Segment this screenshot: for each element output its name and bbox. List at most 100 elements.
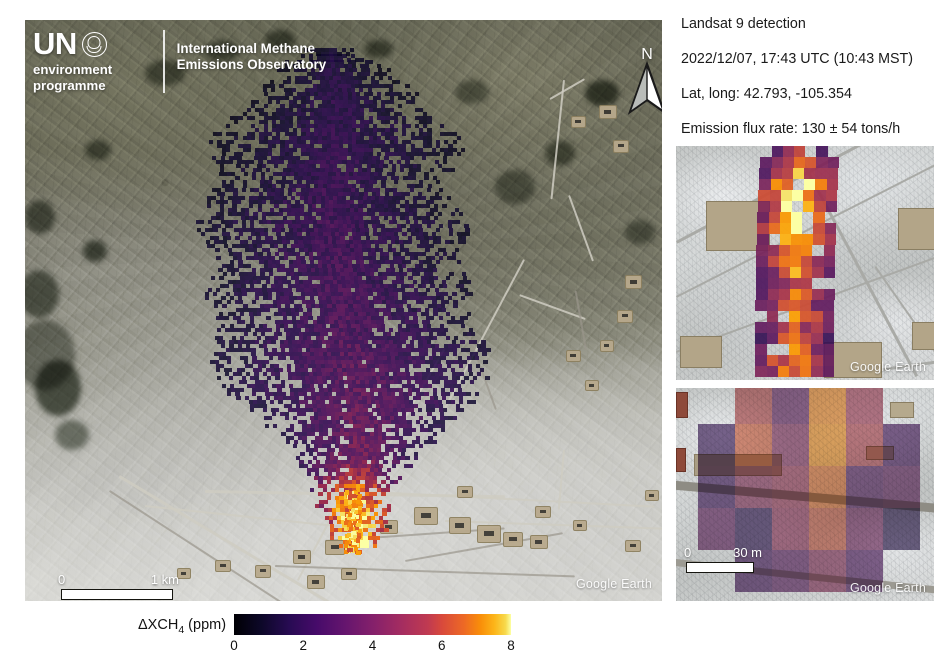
plume-pixel [225, 132, 230, 137]
plume-pixel [432, 176, 437, 181]
plume-pixel [272, 260, 277, 265]
plume-pixel [350, 456, 355, 461]
plume-pixel [235, 300, 240, 305]
plume-pixel [398, 476, 403, 481]
plume-pixel [393, 188, 398, 193]
plume-pixel [376, 528, 381, 533]
plume-pixel [378, 172, 383, 177]
plume-pixel [424, 240, 429, 245]
grid-cell [698, 424, 735, 466]
well-pad [341, 568, 357, 580]
plume-pixel [375, 244, 380, 249]
plume-pixel [386, 268, 391, 273]
plume-pixel [336, 332, 341, 337]
plume-pixel [370, 312, 375, 317]
plume-pixel [288, 188, 293, 193]
plume-pixel [408, 164, 413, 169]
plume-pixel [270, 284, 275, 289]
plume-pixel [365, 176, 370, 181]
plume-pixel [398, 448, 403, 453]
plume-pixel [363, 536, 368, 541]
plume-pixel [284, 92, 289, 97]
plume-pixel [225, 148, 230, 153]
plume-pixel [206, 240, 211, 245]
plume-pixel [364, 496, 369, 501]
plume-pixel [336, 420, 341, 425]
plume-pixel [386, 508, 391, 513]
plume-pixel [240, 336, 245, 341]
plume-pixel [410, 184, 415, 189]
plume-pixel [394, 420, 399, 425]
plume-pixel [295, 204, 300, 209]
plume-pixel [319, 172, 324, 177]
plume-pixel [455, 404, 460, 409]
plume-pixel [446, 364, 451, 369]
plume-pixel [207, 204, 212, 209]
plume-pixel [250, 324, 255, 329]
plume-pixel [356, 384, 361, 389]
plume-pixel [333, 244, 338, 249]
plume-pixel [307, 276, 312, 281]
plume-pixel [342, 344, 347, 349]
plume-pixel [304, 220, 309, 225]
plume-pixel [327, 348, 332, 353]
plume-pixel [387, 332, 392, 337]
plume-pixel [294, 172, 299, 177]
plume-pixel [273, 240, 278, 245]
plume-pixel [428, 424, 433, 429]
plume-pixel [331, 436, 336, 441]
plume-pixel [320, 396, 325, 401]
plume-pixel [277, 68, 282, 73]
plume-pixel [257, 204, 262, 209]
plume-pixel [324, 516, 329, 521]
plume-pixel [403, 240, 408, 245]
plume-pixel-core [355, 525, 360, 531]
plume-pixel [388, 88, 393, 93]
plume-pixel [330, 324, 335, 329]
plume-pixel [404, 364, 409, 369]
plume-pixel [314, 264, 319, 269]
plume-pixel [304, 192, 309, 197]
plume-pixel [434, 252, 439, 257]
plume-pixel [287, 212, 292, 217]
plume-pixel [300, 408, 305, 413]
plume-pixel [356, 148, 361, 153]
plume-pixel [412, 164, 417, 169]
plume-pixel [474, 352, 479, 357]
plume-pixel [243, 304, 248, 309]
plume-pixel [216, 316, 221, 321]
plume-pixel [280, 184, 285, 189]
plume-pixel [370, 280, 375, 285]
plume-pixel [332, 336, 337, 341]
plume-pixel [246, 136, 251, 141]
plume-pixel [245, 216, 250, 221]
plume-pixel [291, 248, 296, 253]
plume-pixel [372, 192, 377, 197]
plume-pixel [280, 380, 285, 385]
plume-pixel [329, 524, 334, 529]
plume-pixel [333, 364, 338, 369]
plume-pixel [381, 184, 386, 189]
plume-pixel [341, 464, 346, 469]
plume-pixel [365, 272, 370, 277]
plume-pixel [416, 336, 421, 341]
plume-pixel [283, 88, 288, 93]
plume-pixel [360, 184, 365, 189]
plume-pixel [225, 144, 230, 149]
plume-pixel [351, 140, 356, 145]
pad-structure [455, 523, 464, 528]
plume-pixel [316, 200, 321, 205]
plume-pixel [297, 144, 302, 149]
plume-pixel [238, 348, 243, 353]
plume-pixel [311, 68, 316, 73]
plume-pixel [236, 212, 241, 217]
plume-pixel [296, 192, 301, 197]
plume-pixel [302, 356, 307, 361]
plume-pixel [253, 276, 258, 281]
plume-pixel-core [348, 519, 353, 525]
plume-pixel [292, 88, 297, 93]
plume-pixel [351, 148, 356, 153]
plume-pixel [406, 352, 411, 357]
inset-well-pad [676, 392, 688, 418]
plume-pixel [257, 308, 262, 313]
